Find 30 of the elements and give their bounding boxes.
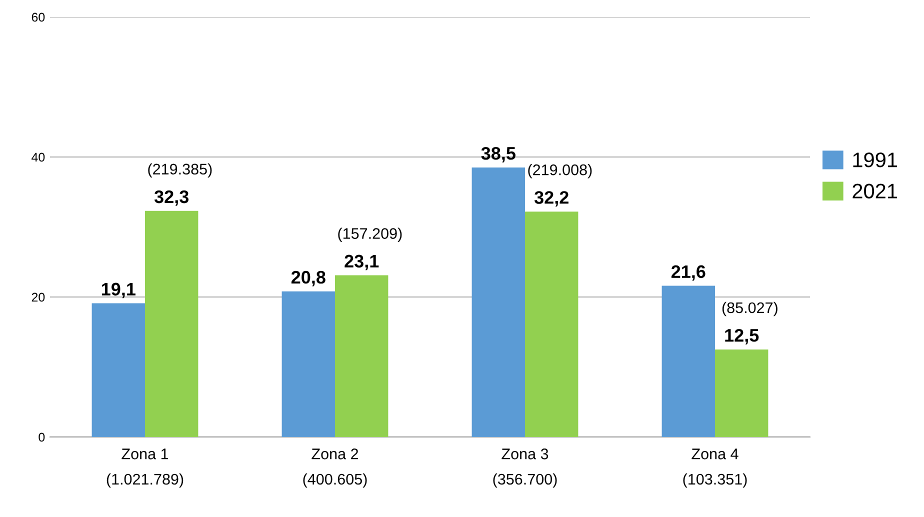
bar <box>525 212 578 437</box>
data-label: 38,5 <box>481 146 516 162</box>
x-tick-label: Zona 2 (400.605) <box>303 448 367 488</box>
data-label: 23,1 <box>344 254 379 270</box>
data-label: 20,8 <box>291 270 326 286</box>
x-tick-label: Zona 3 (356.700) <box>493 448 557 488</box>
data-label: 19,1 <box>102 282 136 298</box>
data-label: 12,5 <box>725 328 759 344</box>
bar <box>715 350 768 437</box>
y-tick-label: 0 <box>38 432 45 442</box>
y-tick-label: 40 <box>32 152 45 162</box>
bar <box>472 168 525 437</box>
bar <box>662 286 715 437</box>
bar <box>145 210 198 437</box>
bar <box>335 275 388 437</box>
annotation: (219.008) <box>528 164 592 178</box>
annotation: (157.209) <box>338 228 402 242</box>
y-tick-label: 60 <box>32 12 45 22</box>
bar <box>282 291 335 437</box>
annotation: (85.027) <box>722 302 778 316</box>
legend-label: 2021 <box>852 184 897 198</box>
legend-label: 1991 <box>853 152 897 168</box>
bar <box>92 303 145 437</box>
x-tick-label: Zona 4 (103.351) <box>683 448 747 488</box>
x-tick-label: Zona 1 (1.021.789) <box>106 448 184 488</box>
annotation: (219.385) <box>148 163 212 178</box>
data-label: 32,2 <box>534 191 568 206</box>
y-tick-label: 20 <box>32 292 45 302</box>
data-label: 32,3 <box>154 190 189 206</box>
data-label: 21,6 <box>671 265 706 281</box>
